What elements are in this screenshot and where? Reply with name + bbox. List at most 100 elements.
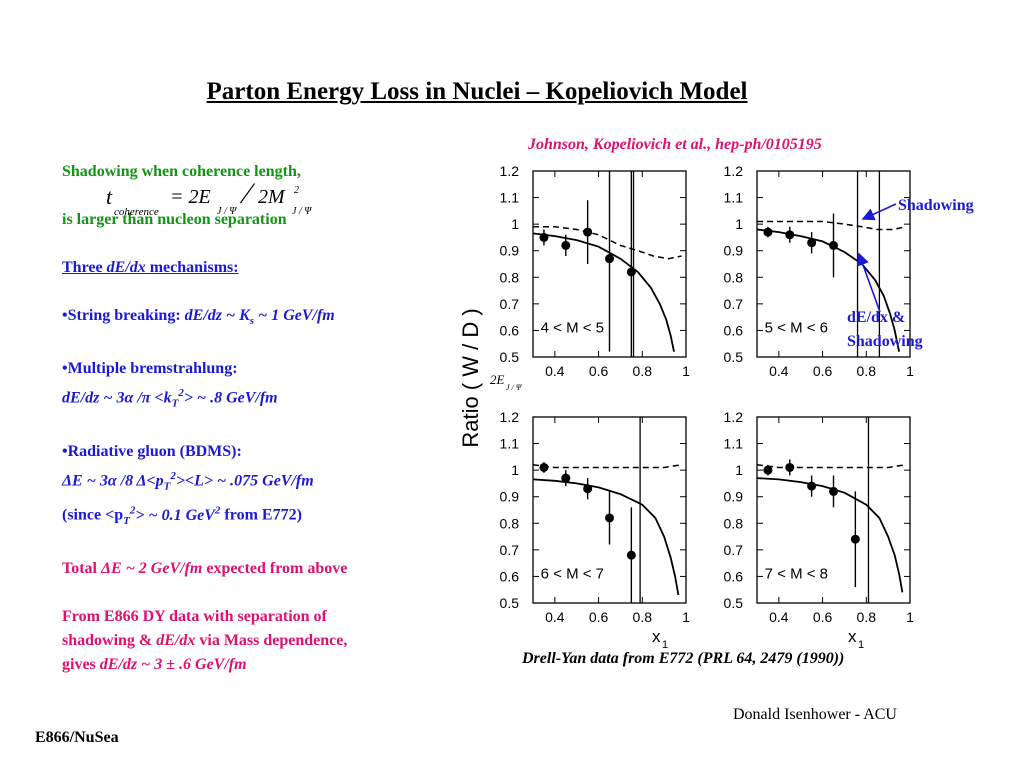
figure-caption: Drell-Yan data from E772 (PRL 64, 2479 (…	[522, 650, 845, 667]
formula-eq: = 2E	[170, 186, 211, 208]
data-point	[829, 486, 838, 496]
y-tick-label: 0.8	[724, 269, 744, 285]
panel-2: 0.5 0.6 0.7 0.8 0.9 1 1.1 1.2 0.4 0.6 0.8 1 5 < M < …	[724, 163, 915, 379]
data-point	[626, 267, 636, 277]
two-e-sub: J / Ψ	[506, 383, 523, 392]
x-tick-label: 0.6	[813, 363, 833, 379]
brems-sub: T	[171, 397, 179, 410]
x-axis-label-right-sub: 1	[858, 639, 864, 651]
x-tick-label: 1	[906, 609, 914, 625]
x-axis-label-right: x	[848, 627, 857, 646]
string-c: ~ 1 GeV/fm	[254, 307, 335, 324]
coherence-line: Shadowing when coherence length,	[62, 163, 301, 180]
data-point	[807, 238, 817, 248]
data-point	[785, 230, 795, 240]
y-tick-label: 1	[735, 462, 743, 478]
from-line-3: gives dE/dz ~ 3 ± .6 GeV/fm	[62, 653, 432, 677]
string-breaking: •String breaking: dE/dz ~ Ks ~ 1 GeV/fm	[62, 304, 432, 333]
since-b: > ~ 0.1 GeV	[135, 506, 215, 524]
mass-bin-label: 5 < M < 6	[765, 319, 828, 336]
x-tick-label: 1	[682, 609, 690, 625]
x-tick-label: 0.4	[545, 609, 565, 625]
y-tick-label: 1.2	[500, 163, 520, 179]
y-tick-label: 1.1	[500, 190, 520, 206]
y-tick-label: 0.7	[500, 296, 520, 312]
author-credit: Donald Isenhower - ACU	[733, 706, 897, 723]
data-point	[763, 227, 773, 237]
x-tick-label: 0.8	[857, 609, 877, 625]
y-tick-label: 0.7	[724, 542, 744, 558]
x-tick-label: 0.4	[769, 609, 789, 625]
y-tick-label: 0.7	[500, 542, 520, 558]
y-tick-label: 1.2	[724, 163, 744, 179]
from-line-1: From E866 DY data with separation of	[62, 607, 327, 625]
formula-sup: 2	[294, 185, 299, 196]
dedx-shadowing-curve	[756, 477, 904, 593]
y-tick-label: 1.1	[724, 436, 744, 452]
shadowing-curve	[756, 464, 906, 469]
y-tick-label: 0.9	[724, 243, 744, 259]
x-tick-label: 0.4	[545, 363, 565, 379]
x-tick-label: 0.6	[589, 609, 609, 625]
x-tick-label: 1	[682, 363, 690, 379]
y-tick-label: 0.5	[724, 349, 744, 365]
y-tick-label: 0.7	[724, 296, 744, 312]
nucleon-line: is larger than nucleon separation	[62, 211, 287, 228]
rad-b: ΔE ~ 3α /8 Δ<p	[62, 472, 164, 490]
bremsstrahlung-formula: dE/dz ~ 3α /π <kT2> ~ .8 GeV/fm	[62, 381, 432, 416]
y-tick-label: 0.5	[500, 595, 520, 611]
x-tick-label: 0.6	[813, 609, 833, 625]
data-point	[605, 254, 614, 264]
shadowing-curve	[757, 220, 906, 231]
x-tick-label: 0.6	[589, 363, 609, 379]
y-tick-label: 1.2	[500, 409, 520, 425]
y-tick-label: 1	[511, 462, 519, 478]
panels-group: 0.5 0.6 0.7 0.8 0.9 1 1.1 1.2 0.4 0.6 0.8 1 4 < M < …	[500, 163, 915, 625]
formula-sub-jpsi: J / Ψ	[217, 206, 237, 217]
three-a: Three	[62, 259, 107, 276]
y-tick-label: 0.9	[724, 489, 744, 505]
data-point	[850, 534, 860, 544]
dedx-shadowing-curve	[532, 232, 675, 352]
mechanisms-heading: Three dE/dx mechanisms:	[62, 256, 432, 280]
three-c: mechanisms:	[145, 259, 239, 276]
shadowing-curve	[533, 226, 682, 260]
data-point	[763, 465, 773, 475]
panel-frame	[756, 170, 911, 358]
y-tick-label: 1.2	[724, 409, 744, 425]
data-point	[561, 240, 571, 250]
since-a: (since <p	[62, 506, 124, 524]
y-tick-label: 0.6	[724, 568, 744, 584]
since-sup2: 2	[214, 504, 221, 517]
since-sub: T	[123, 514, 130, 527]
from3-a: gives	[62, 655, 100, 673]
rad-c: ><L> ~ .075 GeV/fm	[175, 472, 314, 490]
mass-bin-label: 6 < M < 7	[541, 565, 604, 582]
x-axis-label-left: x	[652, 627, 661, 646]
dedx-arrow	[856, 252, 881, 313]
total-c: expected from above	[202, 559, 348, 577]
x-tick-label: 0.8	[633, 609, 653, 625]
since-line: (since <pT2> ~ 0.1 GeV2 from E772)	[62, 498, 432, 533]
y-tick-label: 0.8	[500, 515, 520, 531]
data-point	[605, 513, 614, 523]
radiative-formula: ΔE ~ 3α /8 Δ<pT2><L> ~ .075 GeV/fm	[62, 464, 432, 499]
bremsstrahlung-title: •Multiple bremstrahlung:	[62, 360, 238, 378]
brems-b: dE/dz ~ 3α /π <k	[62, 389, 172, 407]
panel-4: 0.5 0.6 0.7 0.8 0.9 1 1.1 1.2 0.4 0.6 0.8 1 7 < M < …	[724, 409, 915, 625]
formula-den: 2M	[258, 186, 285, 208]
y-tick-label: 1	[511, 216, 519, 232]
total-line: Total ΔE ~ 2 GeV/fm expected from above	[62, 557, 432, 581]
string-sub: s	[249, 315, 255, 328]
formula-sub-jpsi-2: J / Ψ	[292, 206, 312, 217]
coherence-formula: t coherence = 2E J / Ψ ⁄ 2M 2 J / Ψ	[62, 179, 432, 220]
dedx-shadowing-curve	[532, 478, 680, 596]
panel-1: 0.5 0.6 0.7 0.8 0.9 1 1.1 1.2 0.4 0.6 0.8 1 4 < M < …	[500, 163, 691, 379]
y-tick-label: 0.8	[724, 515, 744, 531]
data-point	[583, 484, 593, 494]
rad-sup: 2	[170, 469, 176, 482]
shadowing-arrow	[861, 203, 897, 221]
mass-bin-label: 4 < M < 5	[541, 319, 604, 336]
slide-title: Parton Energy Loss in Nuclei – Kopeliovi…	[206, 78, 748, 105]
y-tick-label: 0.6	[724, 322, 744, 338]
